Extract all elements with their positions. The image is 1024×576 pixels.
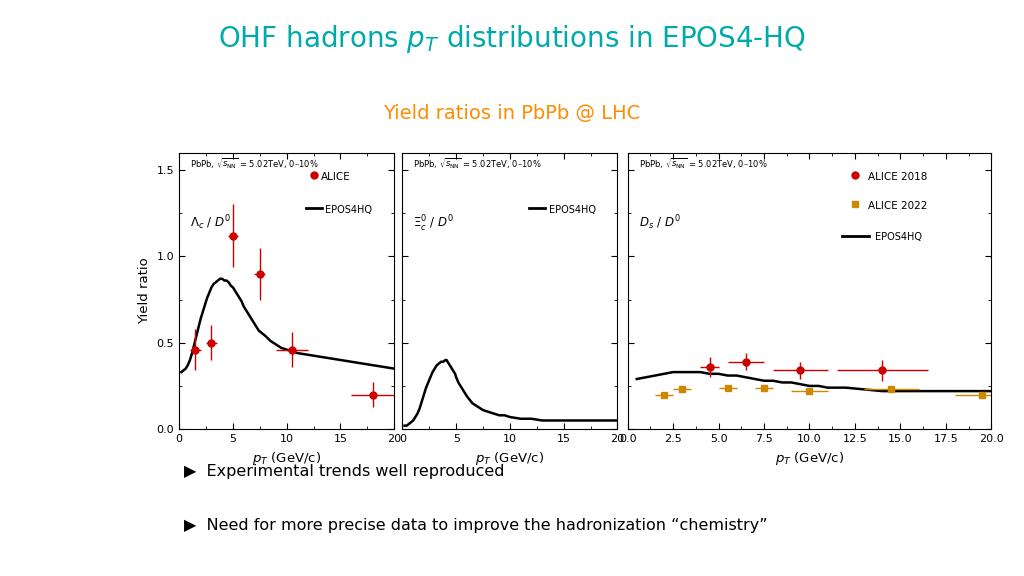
Text: $D_s$ / $D^0$: $D_s$ / $D^0$: [639, 214, 680, 232]
Text: PbPb, $\sqrt{s_{\rm NN}}$ = 5.02TeV, 0–10%: PbPb, $\sqrt{s_{\rm NN}}$ = 5.02TeV, 0–1…: [190, 157, 318, 170]
Text: ALICE: ALICE: [322, 172, 351, 182]
Text: ▶  Need for more precise data to improve the hadronization “chemistry”: ▶ Need for more precise data to improve …: [184, 518, 768, 533]
X-axis label: $p_T$ (GeV/c): $p_T$ (GeV/c): [775, 449, 844, 467]
Text: Yield ratios in PbPb @ LHC: Yield ratios in PbPb @ LHC: [383, 104, 641, 123]
Text: ALICE 2022: ALICE 2022: [867, 201, 927, 211]
Text: PbPb, $\sqrt{s_{\rm NN}}$ = 5.02TeV, 0–10%: PbPb, $\sqrt{s_{\rm NN}}$ = 5.02TeV, 0–1…: [639, 157, 767, 170]
Text: ALICE 2018: ALICE 2018: [867, 172, 927, 182]
Text: EPOS4HQ: EPOS4HQ: [874, 232, 922, 242]
Text: EPOS4HQ: EPOS4HQ: [326, 204, 373, 215]
Y-axis label: Yield ratio: Yield ratio: [138, 257, 152, 324]
X-axis label: $p_T$ (GeV/c): $p_T$ (GeV/c): [252, 449, 322, 467]
Text: PbPb, $\sqrt{s_{\rm NN}}$ = 5.02TeV, 0–10%: PbPb, $\sqrt{s_{\rm NN}}$ = 5.02TeV, 0–1…: [414, 157, 542, 170]
Text: $\Lambda_c$ / $D^0$: $\Lambda_c$ / $D^0$: [190, 214, 231, 232]
Text: $\Xi_c^0$ / $D^0$: $\Xi_c^0$ / $D^0$: [414, 214, 455, 233]
Text: OHF hadrons $p_T$ distributions in EPOS4-HQ: OHF hadrons $p_T$ distributions in EPOS4…: [218, 23, 806, 55]
Text: ▶  Experimental trends well reproduced: ▶ Experimental trends well reproduced: [184, 464, 505, 479]
X-axis label: $p_T$ (GeV/c): $p_T$ (GeV/c): [475, 449, 545, 467]
Text: EPOS4HQ: EPOS4HQ: [549, 204, 596, 215]
